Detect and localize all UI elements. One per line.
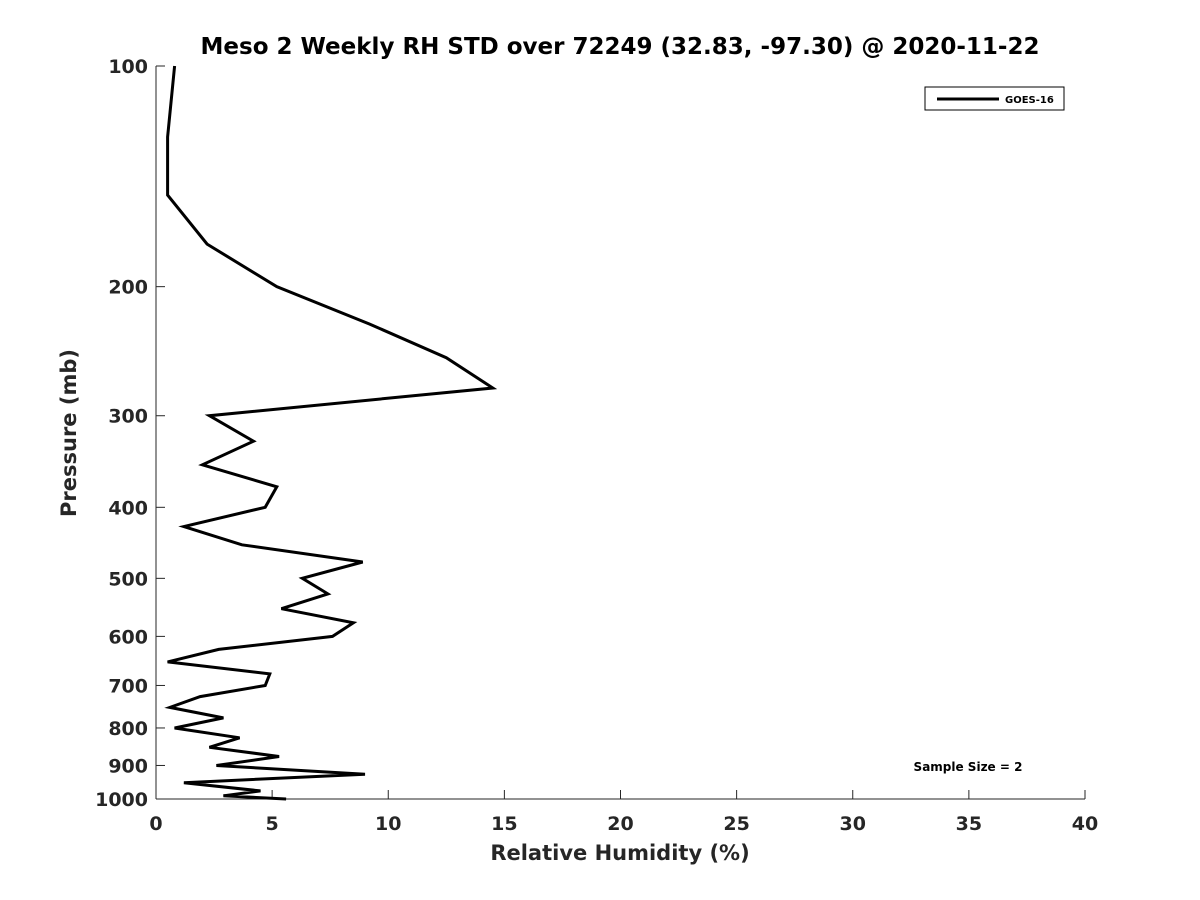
x-tick-label: 20 — [607, 813, 633, 835]
x-tick-label: 30 — [840, 813, 866, 835]
x-tick-label: 0 — [149, 813, 162, 835]
x-tick-label: 25 — [723, 813, 749, 835]
legend-label-goes16: GOES-16 — [1005, 95, 1054, 106]
y-tick-label: 800 — [108, 718, 148, 740]
x-tick-label: 35 — [956, 813, 982, 835]
x-tick-label: 5 — [266, 813, 279, 835]
y-tick-label: 1000 — [95, 789, 148, 811]
series-line-goes-16 — [164, 65, 498, 801]
y-tick-label: 300 — [108, 406, 148, 428]
x-axis-label: Relative Humidity (%) — [490, 841, 749, 865]
y-axis-label: Pressure (mb) — [57, 349, 81, 517]
chart-title: Meso 2 Weekly RH STD over 72249 (32.83, … — [201, 34, 1040, 60]
x-tick-label: 15 — [491, 813, 517, 835]
y-tick-label: 700 — [108, 675, 148, 697]
y-tick-label: 400 — [108, 497, 148, 519]
y-tick-label: 900 — [108, 755, 148, 777]
plot-area: 0 5 10 15 20 25 30 35 40 100 200 300 400 500 600 700 800… — [95, 56, 1098, 835]
x-tick-label: 40 — [1072, 813, 1098, 835]
sample-size-annotation: Sample Size = 2 — [914, 760, 1023, 774]
y-tick-label: 200 — [108, 277, 148, 299]
legend: GOES-16 — [924, 86, 1065, 111]
y-tick-label: 600 — [108, 626, 148, 648]
x-tick-label: 10 — [375, 813, 401, 835]
y-tick-label: 100 — [108, 56, 148, 78]
y-tick-label: 500 — [108, 568, 148, 590]
